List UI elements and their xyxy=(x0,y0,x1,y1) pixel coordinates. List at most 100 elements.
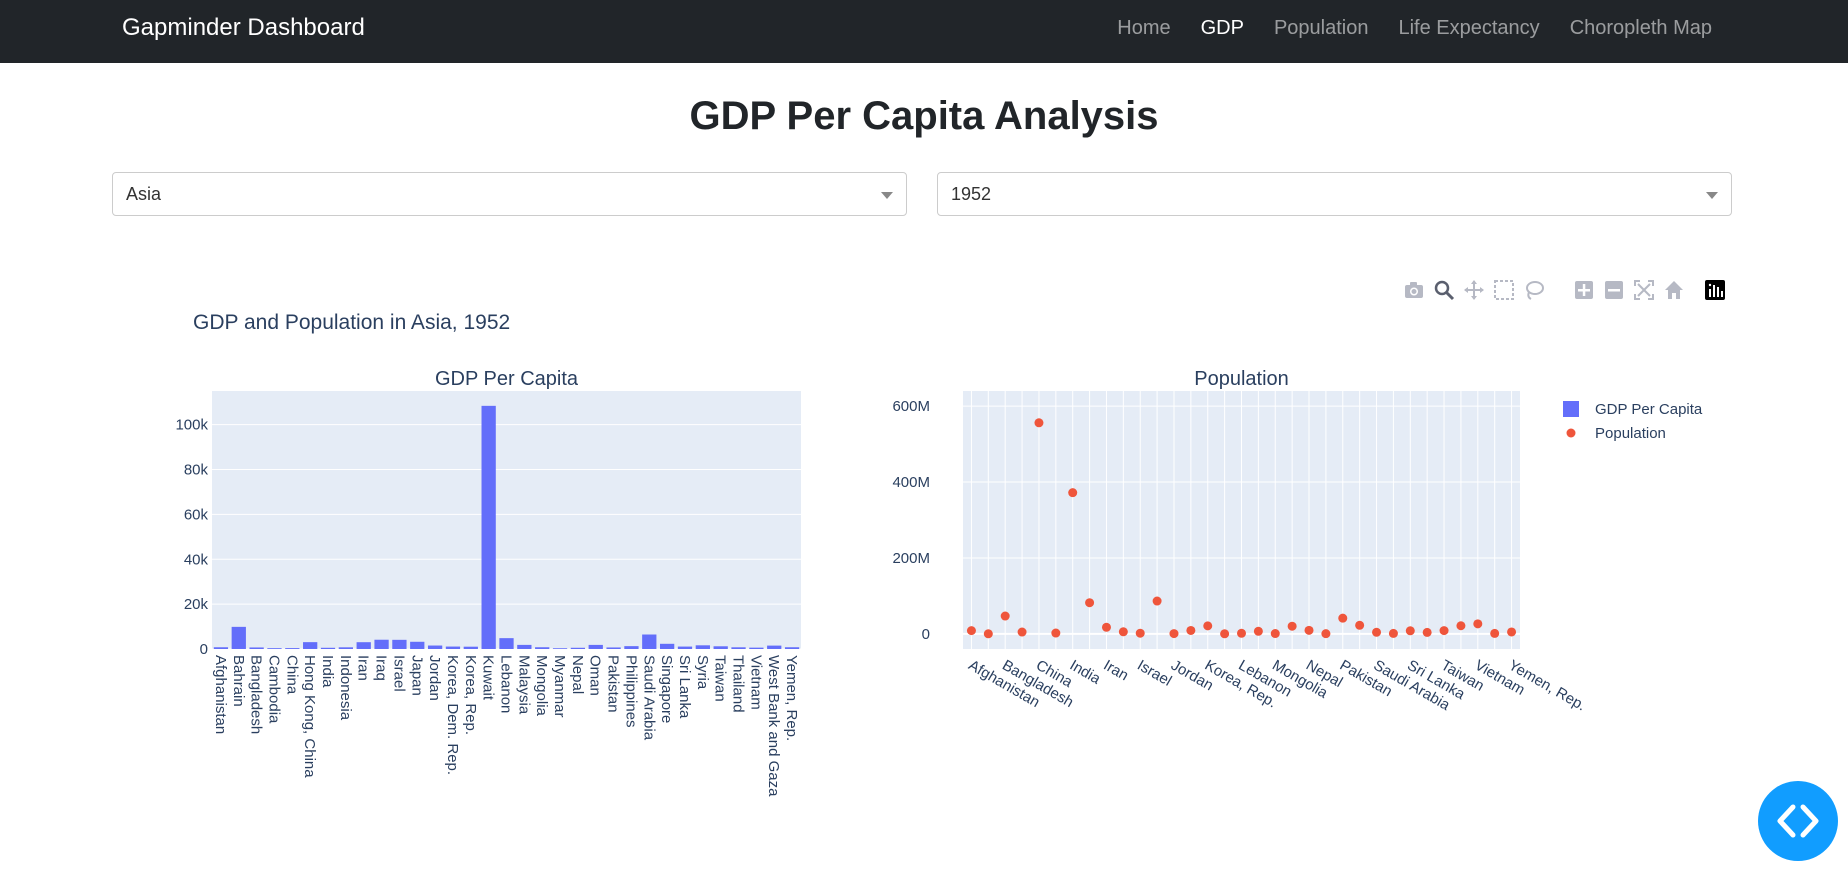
nav-link-home[interactable]: Home xyxy=(1117,17,1171,39)
legend-label-population[interactable]: Population xyxy=(1595,425,1666,442)
autoscale-icon[interactable] xyxy=(1634,280,1654,300)
nav-link-population[interactable]: Population xyxy=(1273,17,1369,39)
reset-axes-icon[interactable] xyxy=(1665,281,1683,299)
bar-sri-lanka[interactable] xyxy=(677,646,693,649)
point-hong-kong-china[interactable] xyxy=(1051,628,1061,638)
bar-kuwait[interactable] xyxy=(481,405,496,649)
point-pakistan[interactable] xyxy=(1338,613,1348,623)
nav-link-choropleth-map[interactable]: Choropleth Map xyxy=(1569,17,1712,39)
nav-link-gdp[interactable]: GDP xyxy=(1200,17,1244,39)
plotly-logo-icon[interactable] xyxy=(1705,280,1725,300)
point-west-bank-and-gaza[interactable] xyxy=(1490,628,1500,638)
bar-singapore[interactable] xyxy=(659,643,675,649)
point-mongolia[interactable] xyxy=(1270,629,1280,639)
point-bahrain[interactable] xyxy=(983,629,993,639)
scatter-ytick-label: 400M xyxy=(892,474,930,491)
continent-dropdown[interactable]: Asia xyxy=(112,172,907,216)
bar-saudi-arabia[interactable] xyxy=(642,634,657,649)
bar-yemen-rep[interactable] xyxy=(784,647,800,649)
point-taiwan[interactable] xyxy=(1439,626,1449,636)
bar-israel[interactable] xyxy=(392,639,407,649)
bar-xtick-label: Bahrain xyxy=(230,655,247,707)
point-yemen-rep[interactable] xyxy=(1507,627,1517,637)
point-india[interactable] xyxy=(1068,488,1078,498)
bar-philippines[interactable] xyxy=(624,646,639,649)
bar-syria[interactable] xyxy=(695,645,710,649)
zoom-icon[interactable] xyxy=(1434,280,1455,301)
navbar-brand[interactable]: Gapminder Dashboard xyxy=(122,14,365,41)
bar-xtick-label: Kuwait xyxy=(480,655,497,701)
point-singapore[interactable] xyxy=(1388,628,1398,638)
point-malaysia[interactable] xyxy=(1253,626,1263,636)
point-bangladesh[interactable] xyxy=(1000,611,1010,621)
bar-lebanon[interactable] xyxy=(499,638,514,649)
point-philippines[interactable] xyxy=(1355,620,1365,630)
bar-myanmar[interactable] xyxy=(552,648,568,649)
point-iran[interactable] xyxy=(1101,622,1111,632)
legend-label-gdp[interactable]: GDP Per Capita xyxy=(1595,401,1703,418)
bar-nepal[interactable] xyxy=(570,647,586,649)
point-japan[interactable] xyxy=(1152,596,1162,606)
point-israel[interactable] xyxy=(1135,628,1145,638)
lasso-icon[interactable] xyxy=(1526,281,1544,300)
bar-indonesia[interactable] xyxy=(338,647,354,649)
scatter-xtick-label: Vietnam xyxy=(1472,657,1528,699)
chart-legend: GDP Per Capita Population xyxy=(1563,401,1703,442)
bar-india[interactable] xyxy=(320,647,336,649)
bar-oman[interactable] xyxy=(588,644,603,649)
point-jordan[interactable] xyxy=(1169,629,1179,639)
bar-ytick-label: 0 xyxy=(200,641,208,658)
camera-icon[interactable] xyxy=(1405,282,1423,298)
bar-iraq[interactable] xyxy=(374,639,389,649)
point-korea-rep[interactable] xyxy=(1203,621,1213,631)
point-iraq[interactable] xyxy=(1118,627,1128,637)
bar-korea-dem-rep[interactable] xyxy=(445,646,461,649)
box-select-icon[interactable] xyxy=(1494,280,1514,300)
bar-cambodia[interactable] xyxy=(267,648,282,649)
bar-japan[interactable] xyxy=(410,641,425,649)
continent-dropdown-value: Asia xyxy=(126,184,162,204)
scatter-xtick-label: Iran xyxy=(1100,657,1131,685)
bar-afghanistan[interactable] xyxy=(213,647,229,649)
bar-china[interactable] xyxy=(285,648,300,649)
bar-west-bank-and-gaza[interactable] xyxy=(767,645,782,649)
point-indonesia[interactable] xyxy=(1085,598,1095,608)
bar-taiwan[interactable] xyxy=(713,646,728,649)
point-cambodia[interactable] xyxy=(1017,627,1027,637)
legend-swatch-gdp[interactable] xyxy=(1563,401,1579,417)
point-myanmar[interactable] xyxy=(1287,621,1297,631)
point-lebanon[interactable] xyxy=(1237,628,1246,638)
nav-link-life-expectancy[interactable]: Life Expectancy xyxy=(1398,17,1540,39)
code-toggle-button[interactable] xyxy=(1758,781,1838,861)
bar-thailand[interactable] xyxy=(731,647,746,649)
bar-hong-kong-china[interactable] xyxy=(303,642,318,649)
bar-iran[interactable] xyxy=(356,642,371,649)
zoom-out-icon[interactable] xyxy=(1605,281,1623,299)
point-syria[interactable] xyxy=(1422,627,1432,637)
point-afghanistan[interactable] xyxy=(966,626,976,636)
point-sri-lanka[interactable] xyxy=(1405,626,1415,636)
point-thailand[interactable] xyxy=(1456,621,1466,631)
bar-mongolia[interactable] xyxy=(535,647,550,649)
bar-bangladesh[interactable] xyxy=(249,647,264,649)
bar-malaysia[interactable] xyxy=(517,644,532,649)
bar-vietnam[interactable] xyxy=(749,647,764,649)
point-china[interactable] xyxy=(1034,418,1044,428)
scatter-xtick-label: Yemen, Rep. xyxy=(1506,657,1589,715)
pan-icon[interactable] xyxy=(1464,280,1484,300)
bar-jordan[interactable] xyxy=(427,645,443,649)
point-korea-dem-rep[interactable] xyxy=(1186,625,1196,635)
year-dropdown[interactable]: 1952 xyxy=(937,172,1732,216)
point-vietnam[interactable] xyxy=(1473,619,1483,629)
bar-bahrain[interactable] xyxy=(231,626,246,649)
zoom-in-icon[interactable] xyxy=(1575,281,1593,299)
legend-swatch-population[interactable] xyxy=(1566,428,1576,438)
point-saudi-arabia[interactable] xyxy=(1372,627,1382,637)
point-nepal[interactable] xyxy=(1304,625,1314,635)
bar-xtick-label: Bangladesh xyxy=(248,655,265,734)
point-oman[interactable] xyxy=(1321,629,1331,639)
bar-korea-rep[interactable] xyxy=(463,646,478,649)
point-kuwait[interactable] xyxy=(1220,629,1230,639)
bar-pakistan[interactable] xyxy=(606,647,621,649)
bar-ytick-label: 100k xyxy=(175,417,208,434)
